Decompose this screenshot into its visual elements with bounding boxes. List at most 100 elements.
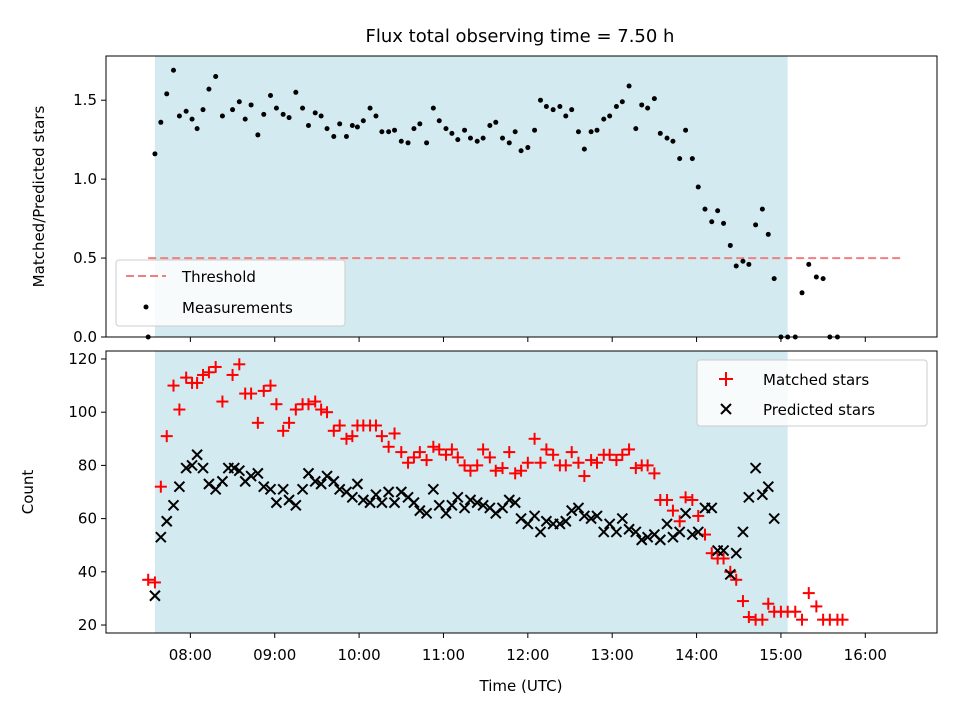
measurement-point xyxy=(248,102,254,108)
legend-matched-label: Matched stars xyxy=(763,371,869,389)
predicted-star-point xyxy=(706,502,718,514)
matched-star-point xyxy=(661,493,674,506)
measurement-point xyxy=(512,129,518,135)
measurement-point xyxy=(569,107,575,113)
counts-y-axis-label: Count xyxy=(19,470,37,515)
matched-star-point xyxy=(692,509,705,522)
matched-star-point xyxy=(789,605,802,618)
counts-axes-frame xyxy=(105,350,938,634)
predicted-star-point xyxy=(161,515,173,527)
measurement-point xyxy=(619,99,625,105)
measurement-point xyxy=(601,116,607,122)
predicted-star-point xyxy=(630,526,642,538)
predicted-star-point xyxy=(283,494,295,506)
measurement-point xyxy=(206,86,212,92)
legend-threshold-label: Threshold xyxy=(181,268,256,286)
measurement-point xyxy=(759,206,765,212)
predicted-star-point xyxy=(661,518,673,530)
matched-star-point xyxy=(471,459,484,472)
predicted-star-point xyxy=(686,528,699,541)
predicted-star-point xyxy=(515,512,527,525)
y-tick-label: 20 xyxy=(78,616,97,634)
matched-star-point xyxy=(483,451,496,464)
x-tick-label: 08:00 xyxy=(169,646,212,664)
y-tick-label: 1.5 xyxy=(73,91,97,109)
x-tick-label: 10:00 xyxy=(337,646,380,664)
measurement-point xyxy=(677,156,683,162)
predicted-star-point xyxy=(252,467,264,480)
measurement-point xyxy=(293,89,299,95)
matched-star-point xyxy=(395,446,408,459)
predicted-star-point xyxy=(458,502,471,514)
predicted-star-point xyxy=(641,531,654,543)
matched-star-point xyxy=(167,379,180,392)
legend-predicted-label: Predicted stars xyxy=(763,401,875,419)
measurement-point xyxy=(349,122,355,128)
matched-star-point xyxy=(302,398,315,411)
measurement-point xyxy=(689,156,695,162)
predicted-star-point xyxy=(216,475,229,488)
measurement-point xyxy=(813,274,819,280)
predicted-star-point xyxy=(155,531,167,543)
measurement-point xyxy=(670,138,676,144)
measurement-point xyxy=(360,118,366,124)
ratio-axes-frame xyxy=(105,55,938,338)
matched-star-point xyxy=(346,430,359,443)
predicted-star-point xyxy=(364,496,376,509)
y-tick-label: 1.0 xyxy=(73,170,97,188)
predicted-star-point xyxy=(756,488,769,501)
matched-star-point xyxy=(375,430,388,443)
measurement-point xyxy=(537,97,543,103)
measurement-point xyxy=(405,140,411,146)
matched-star-point xyxy=(610,454,623,467)
predicted-star-point xyxy=(490,507,502,519)
legend-measurements-swatch xyxy=(143,304,149,310)
measurement-point xyxy=(176,113,182,119)
predicted-star-point xyxy=(762,480,774,493)
predicted-star-point xyxy=(560,515,572,527)
predicted-star-point xyxy=(654,534,666,546)
matched-star-point xyxy=(309,395,322,408)
x-tick-label: 14:00 xyxy=(675,646,718,664)
predicted-star-point xyxy=(315,478,327,490)
predicted-star-point xyxy=(477,499,489,512)
measurement-point xyxy=(189,116,195,122)
measurement-point xyxy=(550,107,556,113)
measurement-point xyxy=(740,258,746,264)
matched-star-point xyxy=(496,462,509,475)
matched-star-point xyxy=(340,432,353,445)
matched-star-point xyxy=(216,395,229,408)
matched-star-point xyxy=(427,440,440,453)
predicted-star-point xyxy=(692,526,704,538)
measurement-point xyxy=(575,129,581,135)
measurement-point xyxy=(563,113,569,119)
measurement-point xyxy=(581,146,587,152)
measurement-point xyxy=(261,111,267,117)
matched-star-point xyxy=(333,419,346,432)
predicted-star-point xyxy=(730,547,742,559)
predicted-star-point xyxy=(370,488,382,501)
predicted-star-point xyxy=(277,483,289,496)
predicted-star-point xyxy=(388,496,401,509)
matched-star-point xyxy=(742,611,755,624)
matched-star-point xyxy=(629,462,642,475)
predicted-star-point xyxy=(440,507,452,519)
predicted-star-point xyxy=(296,483,309,496)
y-tick-label: 40 xyxy=(78,563,97,581)
matched-star-point xyxy=(540,443,553,456)
matched-star-point xyxy=(477,443,490,456)
x-tick-label: 11:00 xyxy=(422,646,465,664)
matched-stars-series xyxy=(142,358,849,626)
predicted-star-point xyxy=(636,534,648,546)
measurement-point xyxy=(273,105,279,111)
measurement-point xyxy=(324,126,330,132)
predicted-star-point xyxy=(749,462,762,474)
matched-star-point xyxy=(369,419,382,432)
matched-star-point xyxy=(503,446,516,459)
measurement-point xyxy=(683,127,689,133)
predicted-star-point xyxy=(679,507,692,519)
counts-legend: Matched stars Predicted stars xyxy=(696,359,928,427)
matched-star-point xyxy=(226,368,239,381)
predicted-star-point xyxy=(565,504,578,517)
y-tick-label: 80 xyxy=(78,456,97,474)
